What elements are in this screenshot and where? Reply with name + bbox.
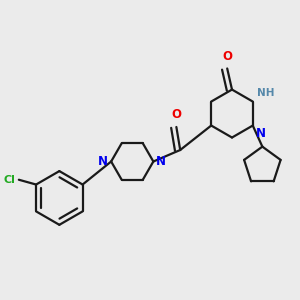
Text: N: N bbox=[156, 155, 166, 168]
Text: Cl: Cl bbox=[3, 175, 15, 185]
Text: N: N bbox=[98, 155, 108, 168]
Text: N: N bbox=[256, 128, 266, 140]
Text: O: O bbox=[171, 108, 182, 121]
Text: NH: NH bbox=[256, 88, 274, 98]
Text: O: O bbox=[222, 50, 232, 63]
